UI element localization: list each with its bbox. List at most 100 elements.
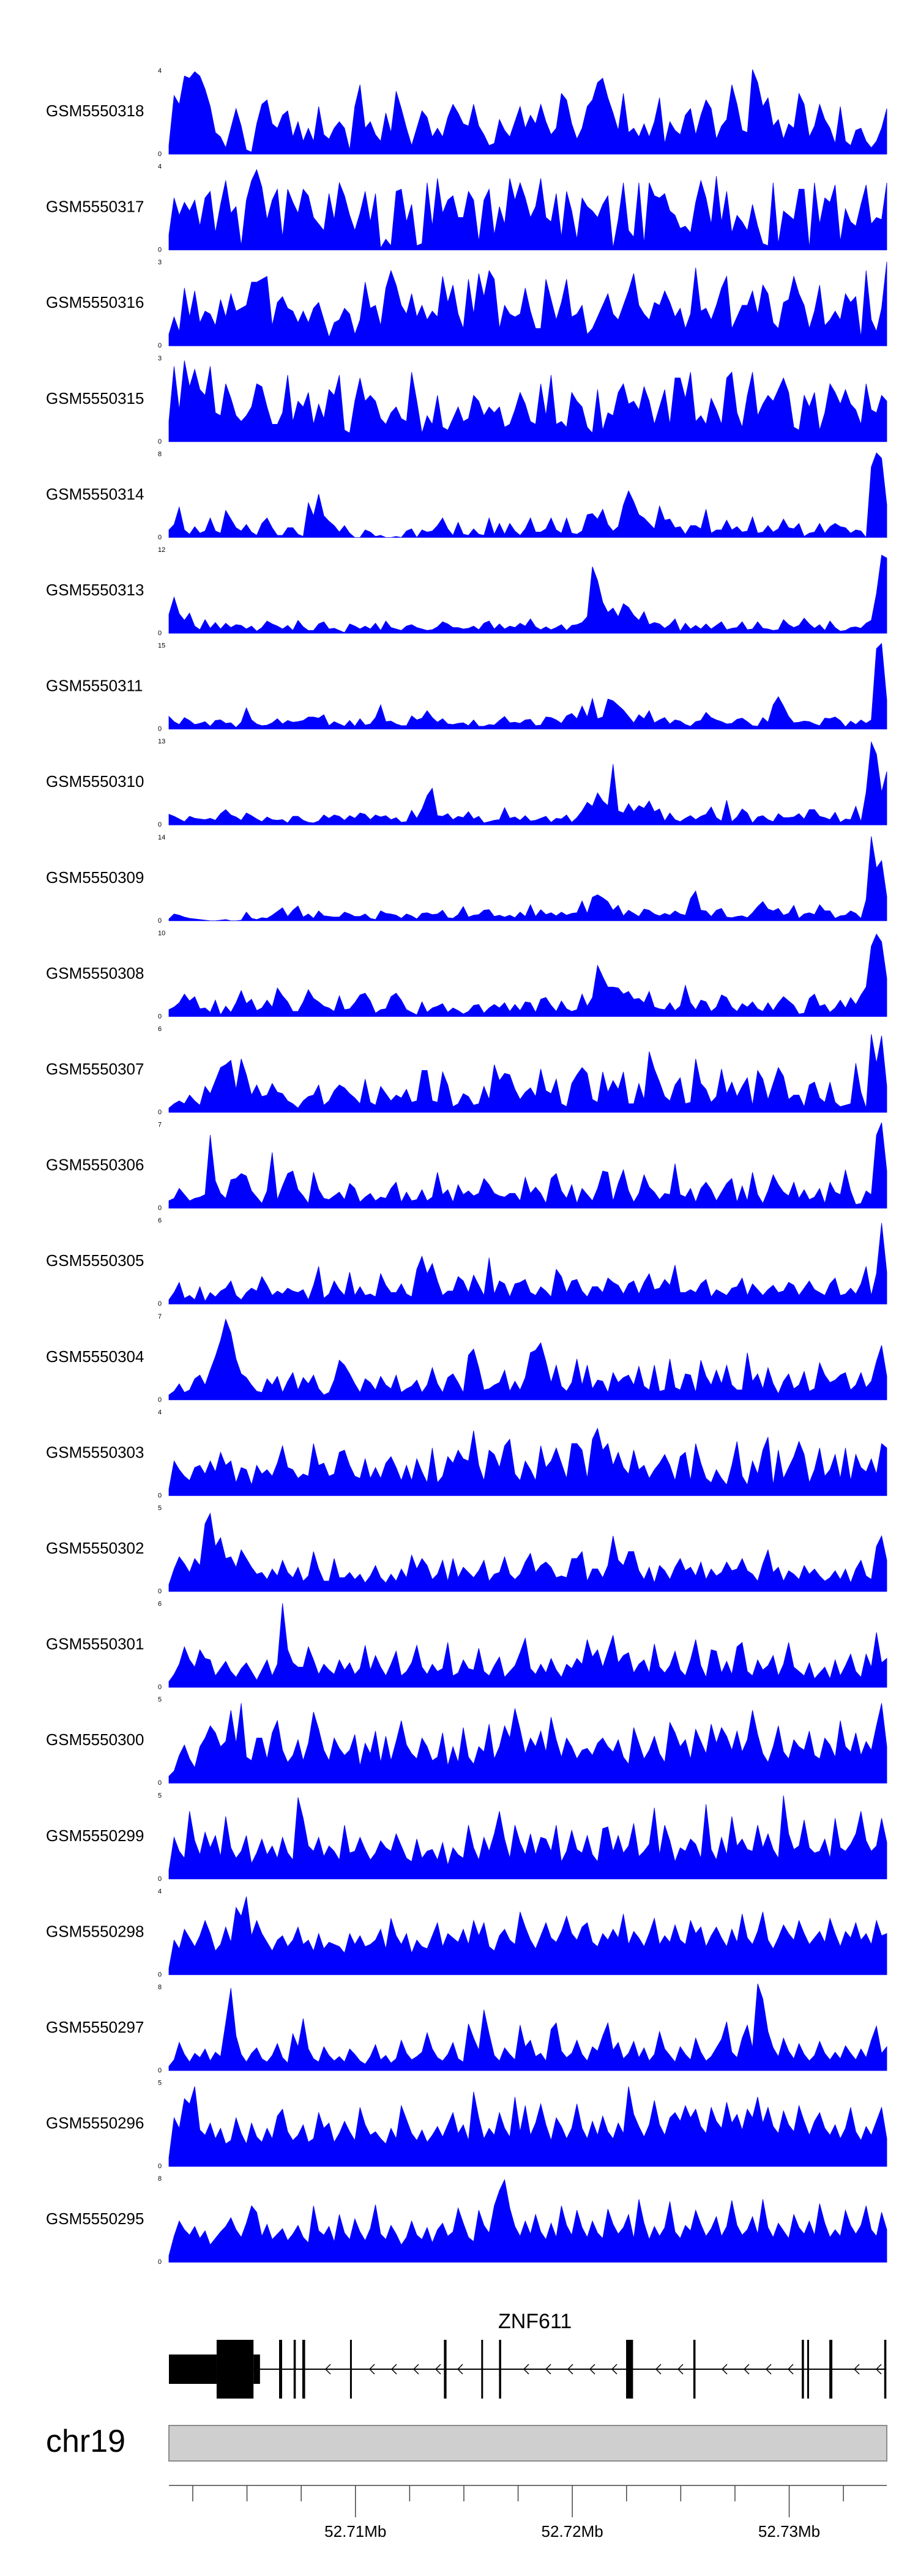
chromosome-ideogram bbox=[168, 2425, 887, 2462]
strand-arrow bbox=[390, 2364, 397, 2375]
signal-area bbox=[168, 836, 887, 921]
ylim-max-label: 3 bbox=[158, 259, 162, 266]
strand-arrow bbox=[765, 2364, 772, 2375]
strand-arrow bbox=[589, 2364, 595, 2375]
gene-exon bbox=[499, 2340, 501, 2399]
axis-tick-label: 52.73Mb bbox=[758, 2522, 820, 2541]
ylim-max-label: 4 bbox=[158, 67, 162, 75]
ylim-min-label: 0 bbox=[158, 1684, 162, 1691]
ylim-min-label: 0 bbox=[158, 1300, 162, 1308]
track-label: GSM5550295 bbox=[46, 2209, 144, 2228]
ylim-max-label: 7 bbox=[158, 1313, 162, 1320]
strand-arrow bbox=[545, 2364, 551, 2375]
gene-exon bbox=[279, 2340, 282, 2399]
ylim-max-label: 4 bbox=[158, 1409, 162, 1416]
ylim-min-label: 0 bbox=[158, 247, 162, 254]
signal-area bbox=[168, 1428, 887, 1496]
track-GSM5550296: GSM5550296 5 0 bbox=[46, 2080, 887, 2170]
signal-area bbox=[168, 1603, 887, 1688]
track-GSM5550310: GSM5550310 13 0 bbox=[46, 738, 887, 828]
strand-arrow bbox=[567, 2364, 573, 2375]
signal-area bbox=[168, 1318, 887, 1401]
ylim-min-label: 0 bbox=[158, 1875, 162, 1883]
ylim-min-label: 0 bbox=[158, 534, 162, 541]
strand-arrow bbox=[611, 2364, 618, 2375]
strand-arrow bbox=[743, 2364, 750, 2375]
track-label: GSM5550314 bbox=[46, 485, 144, 503]
strand-arrow bbox=[368, 2364, 375, 2375]
track-GSM5550314: GSM5550314 8 0 bbox=[46, 450, 887, 541]
track-label: GSM5550315 bbox=[46, 389, 144, 408]
track-label: GSM5550300 bbox=[46, 1730, 144, 1749]
ylim-min-label: 0 bbox=[158, 1971, 162, 1978]
ylim-min-label: 0 bbox=[158, 726, 162, 733]
gene-exon bbox=[884, 2340, 887, 2399]
track-label: GSM5550318 bbox=[46, 102, 144, 120]
gene-exon bbox=[807, 2340, 809, 2399]
ylim-min-label: 0 bbox=[158, 2067, 162, 2074]
track-GSM5550313: GSM5550313 12 0 bbox=[46, 546, 887, 637]
signal-area bbox=[168, 69, 887, 155]
track-label: GSM5550302 bbox=[46, 1539, 144, 1557]
strand-arrow bbox=[875, 2364, 882, 2375]
track-GSM5550311: GSM5550311 15 0 bbox=[46, 642, 887, 733]
gene-exon bbox=[693, 2340, 696, 2399]
signal-area bbox=[168, 2086, 887, 2167]
signal-area bbox=[168, 642, 887, 729]
axis-tick-label: 52.72Mb bbox=[542, 2522, 603, 2541]
track-GSM5550304: GSM5550304 7 0 bbox=[46, 1313, 887, 1404]
ylim-max-label: 5 bbox=[158, 2080, 162, 2087]
signal-area bbox=[168, 2179, 887, 2263]
ylim-min-label: 0 bbox=[158, 2163, 162, 2170]
ylim-max-label: 5 bbox=[158, 1696, 162, 1703]
strand-arrow bbox=[655, 2364, 662, 2375]
ylim-max-label: 8 bbox=[158, 2175, 162, 2183]
track-label: GSM5550307 bbox=[46, 1060, 144, 1078]
ylim-min-label: 0 bbox=[158, 1588, 162, 1595]
signal-area bbox=[168, 741, 887, 825]
strand-arrow bbox=[435, 2364, 441, 2375]
ylim-max-label: 7 bbox=[158, 1122, 162, 1129]
gene-exon bbox=[302, 2340, 305, 2399]
strand-arrow bbox=[324, 2364, 331, 2375]
ylim-min-label: 0 bbox=[158, 821, 162, 828]
ylim-max-label: 10 bbox=[158, 929, 165, 937]
track-label: GSM5550299 bbox=[46, 1826, 144, 1845]
signal-tracks: GSM555031840GSM555031740GSM555031630GSM5… bbox=[46, 67, 887, 2266]
ylim-min-label: 0 bbox=[158, 342, 162, 349]
gene-exon bbox=[626, 2340, 633, 2399]
signal-area bbox=[168, 261, 887, 346]
track-label: GSM5550316 bbox=[46, 293, 144, 311]
gene-exon bbox=[444, 2340, 447, 2399]
signal-area bbox=[168, 1122, 887, 1208]
genome-axis: 52.71Mb 52.72Mb 52.73Mb bbox=[169, 2485, 887, 2541]
signal-area bbox=[168, 452, 887, 538]
gene-exon bbox=[802, 2340, 804, 2399]
track-GSM5550317: GSM5550317 4 0 bbox=[46, 163, 887, 254]
ylim-max-label: 15 bbox=[158, 642, 165, 650]
ylim-min-label: 0 bbox=[158, 1205, 162, 1212]
ylim-min-label: 0 bbox=[158, 2258, 162, 2266]
track-GSM5550305: GSM5550305 6 0 bbox=[46, 1217, 887, 1308]
ylim-min-label: 0 bbox=[158, 1013, 162, 1020]
strand-arrow bbox=[787, 2364, 794, 2375]
track-GSM5550301: GSM5550301 6 0 bbox=[46, 1601, 887, 1691]
ylim-max-label: 4 bbox=[158, 1888, 162, 1895]
track-GSM5550303: GSM5550303 4 0 bbox=[46, 1409, 887, 1499]
gene-exon bbox=[481, 2340, 483, 2399]
signal-area bbox=[168, 360, 887, 442]
signal-area bbox=[168, 1512, 887, 1592]
track-GSM5550300: GSM5550300 5 0 bbox=[46, 1696, 887, 1787]
ylim-min-label: 0 bbox=[158, 1779, 162, 1787]
gene-model bbox=[169, 2340, 887, 2399]
gene-track: ZNF611 bbox=[169, 2310, 887, 2399]
ylim-min-label: 0 bbox=[158, 917, 162, 925]
track-GSM5550316: GSM5550316 3 0 bbox=[46, 259, 887, 349]
track-GSM5550295: GSM5550295 8 0 bbox=[46, 2175, 887, 2266]
track-label: GSM5550296 bbox=[46, 2114, 144, 2132]
signal-area bbox=[168, 169, 887, 250]
signal-area bbox=[168, 933, 887, 1017]
strand-arrow bbox=[721, 2364, 728, 2375]
track-GSM5550299: GSM5550299 5 0 bbox=[46, 1792, 887, 1883]
